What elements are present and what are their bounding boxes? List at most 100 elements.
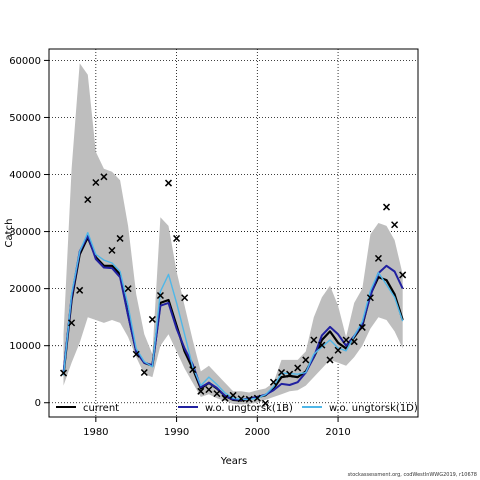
observed-point-stroke [92,178,100,187]
observed-point [334,346,342,354]
x-tick-label: 1980 [83,427,108,438]
observed-point [286,370,294,378]
observed-point-stroke [132,350,140,358]
observed-point [350,338,358,346]
observed-point-stroke [197,387,205,395]
observed-point [261,399,269,407]
observed-point-stroke [173,234,181,242]
observed-point [132,350,140,358]
observed-point-stroke [213,390,221,398]
observed-point [326,356,334,364]
observed-point [253,394,261,402]
legend: current w.o. ungtorsk(1B) w.o. ungtorsk(1D… [56,403,418,414]
observed-point-stroke [391,221,399,229]
x-axis-label: Years [220,456,247,467]
observed-point-stroke [140,368,148,377]
observed-point-stroke [286,370,294,378]
x-tick-label: 1990 [164,427,189,438]
observed-point-stroke [84,196,92,204]
observed-point [92,178,100,187]
confidence-band-area [63,63,403,405]
observed-point-stroke [156,291,164,300]
footer-credit: stockassessment.org, codWestInWWG2019, r… [347,472,477,478]
y-tick-label: 40000 [9,170,41,181]
observed-point [342,336,350,344]
observed-point-stroke [261,399,269,407]
observed-point-stroke [358,323,366,331]
x-tick-label: 2000 [245,427,270,438]
observed-point [60,369,68,377]
y-axis-label: Catch [4,219,15,248]
observed-point-stroke [60,369,68,377]
observed-point [399,271,407,279]
observed-point-stroke [181,294,189,302]
observed-point [278,368,286,377]
axis-ticks: 1980 1990 2000 2010 0 10000 20000 30000 40000 500… [9,56,351,438]
observed-point [197,387,205,395]
observed-point-stroke [382,203,391,211]
y-tick-label: 50000 [9,113,41,124]
observed-point [391,221,399,229]
observed-point-stroke [342,336,350,344]
y-tick-label: 30000 [9,227,41,238]
observed-point-stroke [253,394,261,402]
observed-point [164,179,173,187]
observed-point [181,294,189,302]
observed-point [116,234,124,242]
observed-point [294,364,302,372]
legend-label-1: current [83,403,119,414]
observed-point [205,386,213,394]
observed-point [124,285,132,293]
legend-label-3: w.o. ungtorsk(1D) [329,403,418,414]
observed-point [221,394,229,402]
x-tick-label: 2010 [325,427,350,438]
observed-point [156,291,164,300]
observed-point [310,336,318,344]
y-tick-label: 20000 [9,284,41,295]
observed-point [358,323,366,331]
series-line-2 [62,234,404,401]
observed-point-stroke [100,173,108,181]
series-lines [62,231,404,402]
observed-point [229,391,237,399]
observed-point-stroke [278,368,286,377]
observed-point [269,378,277,386]
y-tick-label: 0 [35,398,41,409]
confidence-band [63,63,403,405]
observed-point-stroke [229,391,237,399]
plot-frame [48,48,419,418]
observed-point-stroke [326,356,334,364]
observed-point-stroke [374,254,382,262]
observed-point [84,196,92,204]
observed-point-stroke [318,341,326,349]
observed-point-stroke [148,315,156,323]
observed-point-stroke [269,378,277,386]
observed-point-stroke [237,395,245,403]
observed-point [100,173,108,181]
observed-point [76,286,84,294]
legend-label-2: w.o. ungtorsk(1B) [205,403,293,414]
observed-point-stroke [334,346,342,354]
observed-point [140,368,148,377]
observed-point [173,234,181,242]
observed-point [318,341,326,349]
observed-catch-points [60,173,407,407]
observed-point-stroke [116,234,124,242]
observed-point [213,390,221,398]
y-tick-label: 60000 [9,56,41,67]
observed-point-stroke [164,179,173,187]
observed-point [189,366,197,374]
observed-point-stroke [68,319,76,327]
observed-point-stroke [221,394,229,402]
observed-point [382,203,391,211]
observed-point-stroke [245,395,253,403]
observed-point [68,319,76,327]
observed-point-stroke [302,356,310,364]
observed-point-stroke [350,338,358,346]
observed-point-stroke [205,386,213,394]
observed-point-stroke [310,336,318,344]
observed-point [366,294,374,302]
series-line-3 [62,231,404,400]
observed-point-stroke [399,271,407,279]
